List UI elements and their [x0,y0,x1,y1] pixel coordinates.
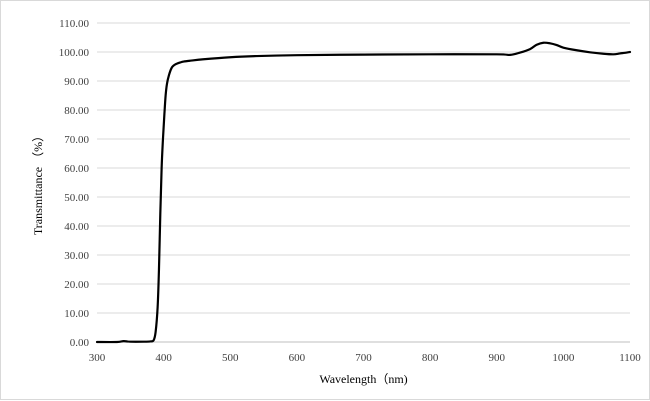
x-tick-label: 600 [289,352,306,364]
y-tick-labels: 0.00 10.00 20.00 30.00 40.00 50.00 60.00 70.00 8… [59,18,90,349]
series-layer [95,41,632,344]
x-tick-label: 900 [489,352,506,364]
y-tick-label: 70.00 [64,134,89,146]
y-tick-label: 10.00 [64,308,89,320]
y-tick-label: 50.00 [64,192,89,204]
y-tick-label: 60.00 [64,163,89,175]
gridlines [97,22,630,314]
x-axis-title: Wavelength（nm) [319,372,407,386]
x-tick-label: 300 [89,352,106,364]
x-tick-label: 800 [422,352,439,364]
x-tick-label: 1000 [552,352,575,364]
y-tick-label: 20.00 [64,279,89,291]
y-tick-label: 40.00 [64,221,89,233]
x-tick-labels: 300 400 500 600 700 800 900 1000 1100 [89,352,642,364]
y-axis-title: Transmittance （%） [31,130,45,235]
y-tick-label: 90.00 [64,76,89,88]
x-tick-label: 1100 [619,352,641,364]
y-tick-label: 30.00 [64,250,89,262]
x-tick-label: 700 [355,352,372,364]
x-tick-label: 500 [222,352,239,364]
x-tick-label: 400 [155,352,172,364]
y-tick-label: 100.00 [59,47,90,59]
y-tick-label: 110.00 [59,18,89,30]
y-tick-label: 0.00 [70,337,90,349]
series-line [95,41,632,344]
y-tick-label: 80.00 [64,105,89,117]
